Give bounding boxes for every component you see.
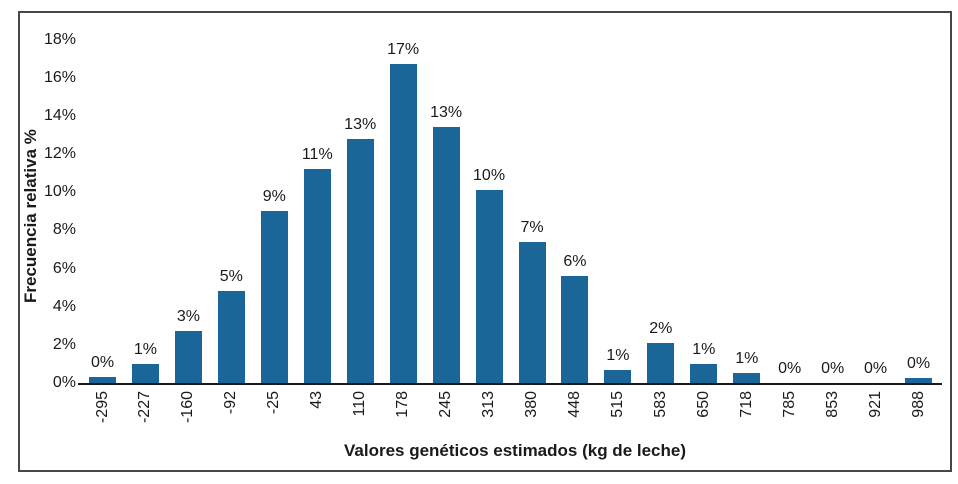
bar-value-label: 6% — [563, 253, 587, 270]
bar-value-label: 9% — [262, 188, 286, 205]
bar-110 — [346, 139, 374, 383]
x-tick-label: 785 — [780, 391, 798, 418]
x-tick-label: 853 — [823, 391, 841, 418]
y-tick-label: 12% — [43, 145, 76, 163]
x-tick-label: 380 — [523, 391, 540, 418]
y-tick-label: 0% — [52, 374, 76, 391]
y-tick-label: 6% — [52, 259, 76, 277]
bar-245 — [432, 127, 460, 383]
x-tick-label: 515 — [608, 391, 626, 418]
bar-value-label: 1% — [133, 341, 157, 358]
bar-value-label: 10% — [473, 167, 506, 184]
x-tick-label: 583 — [651, 391, 669, 418]
bar-value-label: 0% — [778, 360, 802, 377]
x-tick-label: 245 — [437, 391, 455, 418]
bar-value-label: 0% — [90, 354, 115, 371]
x-tick-label: 178 — [394, 391, 412, 418]
x-tick-label: 921 — [866, 391, 884, 418]
bar-value-label: 7% — [520, 219, 544, 236]
bar-448 — [561, 276, 589, 383]
y-tick-label: 4% — [52, 297, 76, 315]
bar-value-label: 1% — [735, 350, 759, 367]
x-tick-label: -160 — [179, 391, 197, 424]
bar-value-label: 13% — [430, 104, 463, 121]
x-tick-label: -25 — [265, 391, 283, 415]
bar--160 — [174, 331, 202, 383]
x-tick-label: -227 — [136, 391, 154, 424]
bar-value-label: 0% — [906, 355, 931, 372]
x-tick-label: 988 — [909, 391, 927, 418]
bar-583 — [647, 343, 675, 383]
x-tick-label: -295 — [93, 391, 111, 424]
bar--92 — [217, 291, 245, 383]
bar-718 — [733, 373, 761, 383]
bar-380 — [518, 242, 546, 383]
bar-value-label: 2% — [649, 320, 673, 337]
bar-650 — [690, 364, 718, 383]
bar-value-label: 0% — [821, 360, 845, 377]
bar--295 — [89, 377, 116, 383]
x-tick-label: 650 — [694, 391, 712, 418]
x-axis-title: Valores genéticos estimados (kg de leche… — [343, 441, 687, 460]
bar--227 — [131, 364, 159, 383]
bar-515 — [604, 370, 632, 383]
x-tick-label: 448 — [565, 391, 583, 418]
x-axis-line — [78, 383, 942, 385]
x-tick-label: 313 — [480, 391, 498, 418]
x-tick-label: 718 — [737, 391, 755, 418]
bar-value-label: 3% — [176, 308, 200, 325]
bar-value-label: 17% — [387, 41, 420, 58]
bar-43 — [303, 169, 331, 383]
y-tick-label: 18% — [43, 30, 76, 48]
x-tick-label: -92 — [222, 391, 240, 415]
y-tick-label: 8% — [52, 221, 76, 239]
bar-value-label: 0% — [864, 360, 888, 377]
bar-value-label: 5% — [219, 268, 243, 285]
y-tick-label: 2% — [52, 335, 76, 353]
y-tick-label: 10% — [43, 183, 76, 201]
y-tick-label: 14% — [43, 106, 76, 124]
chart-border-frame — [18, 11, 952, 472]
bar-988 — [905, 378, 933, 383]
bar-value-label: 1% — [692, 341, 716, 358]
x-tick-label: 43 — [308, 391, 326, 409]
bar-value-label: 13% — [344, 116, 377, 133]
bar-value-label: 1% — [606, 347, 630, 364]
bar-value-label: 11% — [301, 146, 333, 163]
x-tick-label: 110 — [351, 391, 369, 417]
bar--25 — [260, 211, 288, 383]
bar-313 — [475, 190, 503, 383]
y-tick-label: 16% — [43, 68, 76, 86]
bar-178 — [389, 64, 417, 383]
